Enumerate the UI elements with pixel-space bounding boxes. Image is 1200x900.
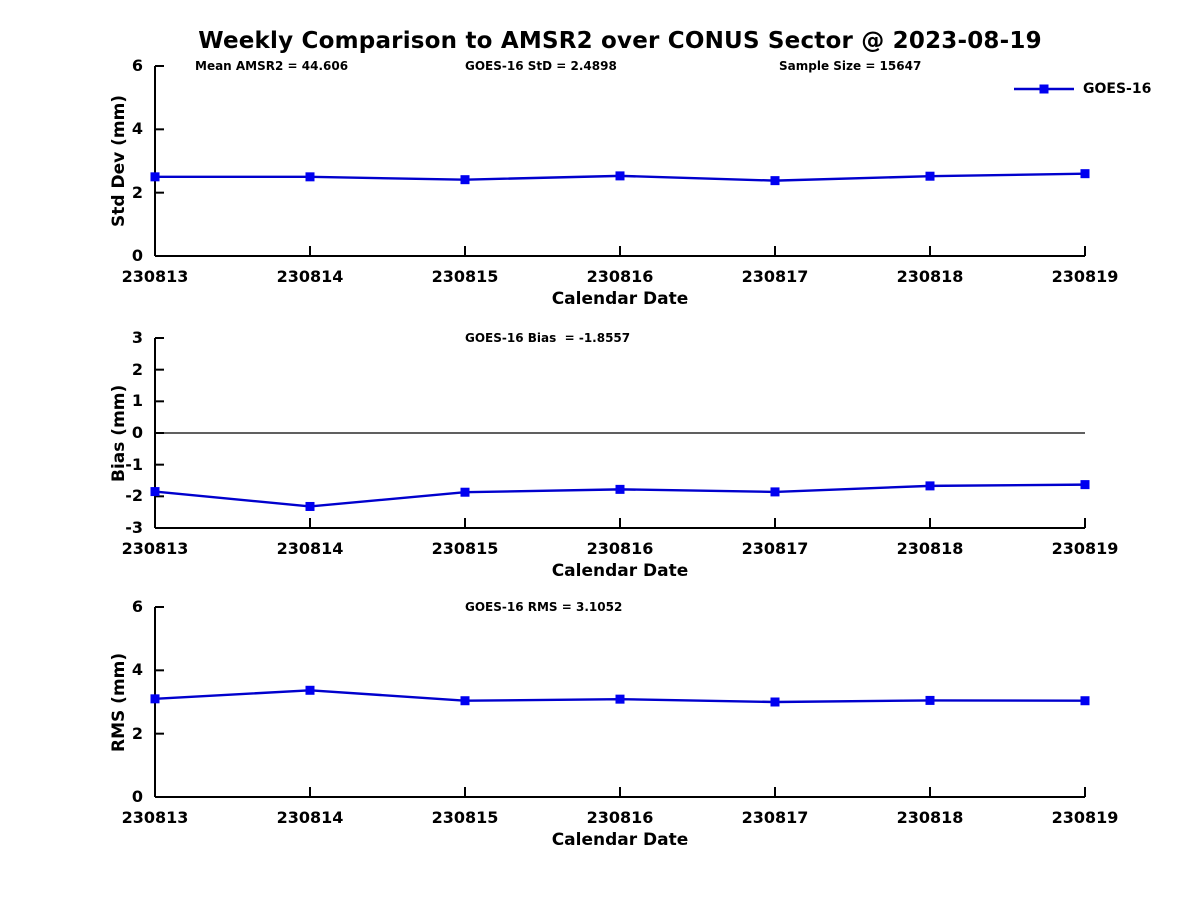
y-tick-label: 0 xyxy=(131,246,143,265)
y-tick-label: 6 xyxy=(131,597,143,616)
x-tick-label: 230819 xyxy=(1051,539,1119,558)
x-tick-label: 230813 xyxy=(121,539,189,558)
goes16-rms-annotation: GOES-16 RMS = 3.1052 xyxy=(465,600,623,614)
x-tick-label: 230816 xyxy=(586,539,654,558)
rms-plot xyxy=(150,606,1090,798)
x-tick-label: 230817 xyxy=(741,808,809,827)
x-tick-label: 230816 xyxy=(586,267,654,286)
x-tick-label: 230817 xyxy=(741,267,809,286)
mean-amsr2-annotation: Mean AMSR2 = 44.606 xyxy=(195,59,349,73)
y-tick-label: -3 xyxy=(125,518,143,537)
bias-x-axis-label: Calendar Date xyxy=(551,561,689,581)
sample-size-annotation: Sample Size = 15647 xyxy=(779,59,922,73)
x-tick-label: 230819 xyxy=(1051,808,1119,827)
x-tick-label: 230816 xyxy=(586,808,654,827)
bias-plot xyxy=(150,337,1090,529)
legend-label: GOES-16 xyxy=(1083,81,1152,97)
x-tick-label: 230817 xyxy=(741,539,809,558)
x-tick-label: 230814 xyxy=(276,808,344,827)
y-tick-label: -2 xyxy=(125,486,143,506)
y-tick-label: 3 xyxy=(131,328,143,347)
y-tick-label: 0 xyxy=(131,423,143,442)
x-tick-label: 230814 xyxy=(276,267,344,286)
legend-line-marker-icon xyxy=(1014,84,1074,94)
y-tick-label: 4 xyxy=(131,660,143,680)
y-tick-label: 2 xyxy=(131,182,143,202)
rms-y-axis-label: RMS (mm) xyxy=(109,652,129,752)
x-tick-label: 230818 xyxy=(896,539,964,558)
y-tick-label: 2 xyxy=(131,723,143,743)
x-tick-label: 230819 xyxy=(1051,267,1119,286)
y-tick-label: 6 xyxy=(131,56,143,75)
goes16-bias-annotation: GOES-16 Bias = -1.8557 xyxy=(465,331,631,345)
legend: GOES-16 xyxy=(1014,80,1151,98)
x-tick-label: 230813 xyxy=(121,808,189,827)
bias-panel: GOES-16 Bias = -1.8557 Bias (mm) 3 2 1 0 -1-… xyxy=(109,328,1118,581)
stddev-x-axis-label: Calendar Date xyxy=(551,289,689,309)
x-tick-label: 230815 xyxy=(431,539,499,558)
x-tick-label: 230818 xyxy=(896,808,964,827)
y-tick-label: 0 xyxy=(131,787,143,806)
y-tick-label: 2 xyxy=(131,359,143,379)
x-tick-label: 230815 xyxy=(431,808,499,827)
legend-marker xyxy=(1039,84,1049,94)
x-tick-label: 230815 xyxy=(431,267,499,286)
y-tick-label: -1 xyxy=(125,454,143,474)
stddev-plot xyxy=(150,65,1090,257)
stddev-panel: Mean AMSR2 = 44.606 GOES-16 StD = 2.4898… xyxy=(109,56,1118,309)
rms-panel: GOES-16 RMS = 3.1052 RMS (mm) 0 2 4 6 23081… xyxy=(109,597,1118,850)
goes16-std-annotation: GOES-16 StD = 2.4898 xyxy=(465,59,617,73)
x-tick-label: 230814 xyxy=(276,539,344,558)
y-tick-label: 4 xyxy=(131,119,143,139)
x-tick-label: 230813 xyxy=(121,267,189,286)
stddev-y-axis-label: Std Dev (mm) xyxy=(109,94,129,228)
y-tick-label: 1 xyxy=(131,391,143,411)
x-tick-label: 230818 xyxy=(896,267,964,286)
rms-x-axis-label: Calendar Date xyxy=(551,830,689,850)
chart-title: Weekly Comparison to AMSR2 over CONUS Se… xyxy=(198,28,1042,54)
